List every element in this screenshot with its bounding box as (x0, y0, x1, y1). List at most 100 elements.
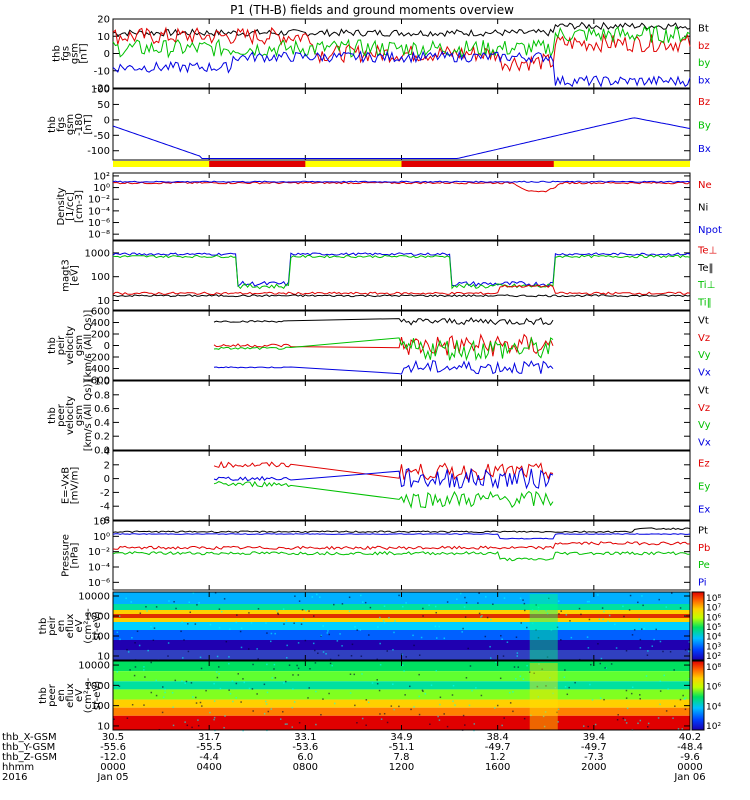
spectrogram-speck (639, 638, 642, 641)
spectrogram-band (113, 671, 690, 682)
spectrogram-speck (669, 651, 672, 653)
spectrogram-speck (422, 607, 424, 610)
spectrogram-speck (684, 697, 687, 699)
spectrogram-speck (325, 653, 327, 655)
spectrogram-speck (225, 640, 228, 643)
spectrogram-speck (503, 717, 505, 719)
spectrogram-speck (248, 612, 250, 614)
legend-Vt: Vt (698, 316, 709, 327)
spectrogram-speck (228, 662, 230, 665)
spectrogram-speck (304, 639, 307, 642)
xaxis-row-label: hhmm (2, 762, 34, 773)
spectrogram-speck (191, 726, 193, 729)
spectrogram-speck (184, 721, 186, 723)
spectrogram-speck (337, 654, 340, 657)
spectrogram-speck (277, 612, 279, 615)
xaxis-value: 34.9 (390, 732, 412, 743)
panel-frame (112, 380, 691, 451)
spectrogram-speck (403, 670, 405, 672)
spectrogram-speck (354, 704, 356, 707)
spectrogram-speck (617, 714, 619, 716)
spectrogram-speck (341, 645, 343, 647)
spectrogram-speck (308, 610, 310, 612)
legend-Bx: Bx (698, 144, 711, 155)
spectrogram-speck (657, 717, 660, 719)
xaxis-value: 38.4 (487, 732, 509, 743)
ytick-label: 10⁻⁶ (88, 578, 110, 589)
ytick-label: 100 (91, 701, 110, 712)
spectrogram-speck (192, 592, 195, 594)
spectrogram-speck (486, 616, 489, 619)
spectrogram-speck (639, 647, 642, 649)
spectrogram-speck (237, 673, 240, 675)
colorbar-tick: 10⁶ (706, 613, 721, 623)
spectrogram-speck (134, 666, 137, 668)
spectrogram-speck (379, 642, 381, 645)
spectrogram-speck (560, 639, 562, 641)
spectrogram-speck (326, 632, 329, 634)
spectrogram-speck (646, 726, 649, 728)
spectrogram-speck (454, 704, 456, 706)
spectrogram-speck (405, 656, 407, 658)
spectrogram-speck (523, 717, 526, 720)
spectrogram-speck (556, 711, 558, 714)
spectrogram-speck (489, 645, 491, 648)
spectrogram-speck (439, 703, 441, 706)
spectrogram-speck (529, 671, 531, 673)
spectrogram-speck (610, 663, 613, 665)
spectrogram-speck (277, 613, 280, 616)
colorbar-1 (691, 591, 705, 661)
spectrogram-speck (195, 696, 197, 699)
spectrogram-speck (164, 688, 166, 691)
legend-Ez: Ez (698, 459, 710, 470)
spectrogram-speck (462, 627, 464, 630)
ytick-label: -200 (87, 353, 110, 364)
ytick-label: 10⁰ (93, 183, 110, 194)
spectrogram-speck (637, 601, 639, 604)
spectrogram-speck (368, 634, 370, 636)
ylabel-line: [km/s (All Qs)] (83, 310, 94, 382)
ylabel-line: peer (56, 403, 67, 427)
colorbar-tick: 10⁸ (706, 594, 721, 604)
spectrogram-speck (256, 693, 258, 695)
spectrogram-speck (150, 661, 152, 664)
spectrogram-speck (331, 664, 333, 667)
spectrogram-speck (228, 689, 230, 691)
spectrogram-speck (138, 644, 141, 647)
panel-3: Density[1/cc][cm-3] 10²10⁰10⁻²10⁻⁴10⁻⁶10⁻… (56, 171, 722, 240)
spectrogram-speck (263, 683, 266, 686)
xaxis-value: -12.0 (100, 752, 126, 763)
spectrogram-speck (383, 712, 386, 715)
colorbar-tick: 10⁷ (706, 604, 721, 614)
spectrogram-speck (405, 602, 407, 604)
ytick-label: 100 (91, 272, 110, 283)
xaxis-value: 0000 (100, 762, 125, 773)
panel-8-ylabel: Pressure[nPa] (61, 534, 81, 577)
panel-4-ylabel: magt3[eV] (61, 259, 81, 292)
spectrogram-speck (480, 616, 482, 618)
colorbar-tick: 10⁸ (706, 663, 721, 673)
chart-title: P1 (TH-B) fields and ground moments over… (230, 3, 514, 17)
legend-Ti‖: Ti‖ (697, 297, 712, 308)
spectrogram-speck (172, 724, 175, 727)
spectrogram-speck (538, 663, 540, 665)
legend-Vy: Vy (698, 350, 711, 361)
spectrogram-speck (282, 711, 284, 713)
spectrogram-speck (190, 682, 193, 684)
spectrogram-speck (269, 640, 272, 643)
spectrogram-speck (531, 609, 534, 611)
spectrogram-speck (446, 725, 449, 728)
ylabel-line: -180 (74, 113, 85, 136)
spectrogram-speck (560, 610, 562, 612)
spectrogram-speck (361, 717, 364, 720)
series-Teperpar (112, 294, 691, 298)
ytick-label: 10 (97, 652, 110, 663)
spectrogram-speck (386, 721, 389, 724)
ylabel-line: velocity (65, 396, 76, 435)
spectrogram-speck (199, 701, 202, 704)
ytick-label: 10⁻⁶ (88, 218, 110, 229)
spectrogram-speck (409, 685, 411, 688)
legend-Bz: Bz (698, 97, 710, 108)
spectrogram-speck (316, 593, 318, 596)
